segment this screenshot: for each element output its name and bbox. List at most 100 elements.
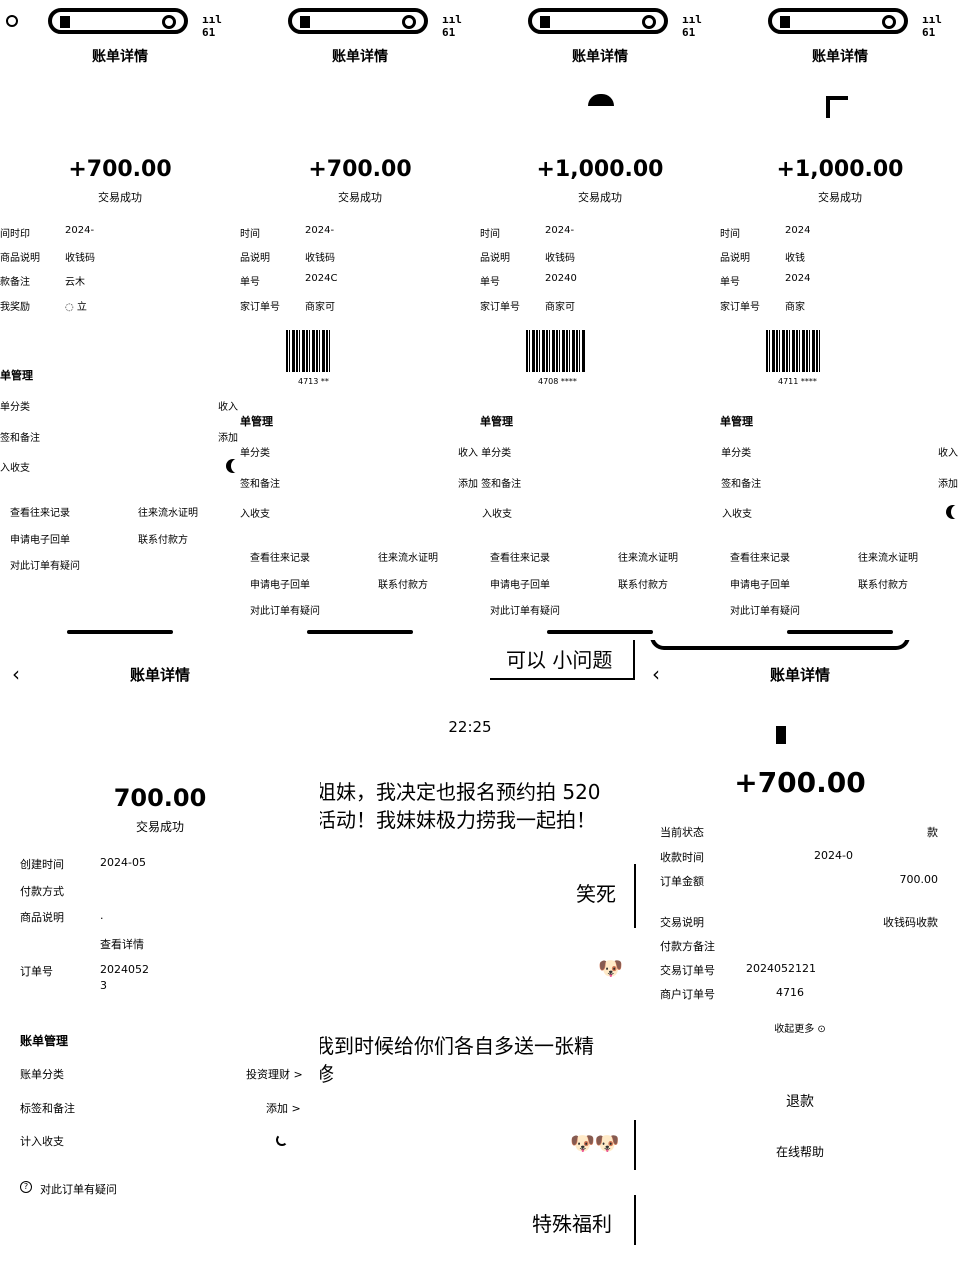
page-title: 账单详情 (92, 49, 148, 65)
online-help-link[interactable]: 在线帮助 (775, 1145, 824, 1159)
flow-proof-link[interactable]: 往来流水证明 (618, 553, 678, 564)
chat-message: 修 (320, 1062, 334, 1086)
sticker-emoji: 🐶 (598, 956, 623, 980)
barcode-number: 4708 **** (538, 377, 577, 386)
row-label: 款备注 (0, 277, 30, 288)
bill-category-item[interactable]: 收入 单分类 (480, 448, 512, 459)
row-label: 时间 (240, 229, 260, 240)
bill-category-value[interactable]: 投资理财 > (246, 1068, 303, 1081)
collapse-more-button[interactable]: 收起更多 ⊙ (774, 1024, 826, 1035)
bill-category-item[interactable]: 账单分类 (20, 1068, 64, 1081)
row-label: 家订单号 (480, 302, 520, 313)
tag-note-value[interactable]: 添加 > (266, 1102, 301, 1115)
home-indicator (67, 630, 173, 634)
amount: +1,000.00 (776, 157, 904, 182)
merchant-logo-icon (588, 94, 614, 106)
row-label: 创建时间 (20, 858, 64, 871)
toggle-icon[interactable] (226, 459, 240, 473)
order-question-link[interactable]: 对此订单有疑问 (490, 606, 560, 617)
row-value: 2024-05 (100, 856, 146, 869)
bill-category-item[interactable]: 单分类 (240, 448, 270, 459)
contact-payer-link[interactable]: 联系付款方 (858, 580, 908, 591)
view-history-link[interactable]: 查看往来记录 (490, 553, 550, 564)
view-history-link[interactable]: 查看往来记录 (10, 508, 70, 519)
chat-panel: 可以 小问题 22:25 姐妹，我决定也报名预约拍 520 活动！我妹妹极力捞我… (320, 640, 640, 1280)
view-detail-link[interactable]: 查看详情 (100, 938, 144, 951)
tag-note-item[interactable]: 签和备注 (0, 433, 40, 444)
toggle-icon[interactable] (946, 505, 960, 519)
category-value[interactable]: 收入 (938, 448, 958, 459)
status-bar: ııl 61 (480, 8, 720, 39)
status-text: 交易成功 (98, 191, 142, 204)
status-text: 交易成功 (578, 191, 622, 204)
recording-icon (6, 15, 18, 27)
row-value: 收钱 (785, 253, 805, 264)
row-value[interactable]: ◌ 立 (65, 302, 87, 313)
barcode (286, 330, 332, 372)
contact-payer-link[interactable]: 联系付款方 (138, 535, 188, 546)
tag-note-value[interactable]: 添加 (218, 433, 238, 444)
chat-bubble-edge (634, 1120, 636, 1170)
back-icon[interactable]: ‹ (652, 662, 660, 686)
bill-panel-3: ııl 61 账单详情 +1,000.00 交易成功 时间 2024- 品说明 … (480, 0, 720, 640)
row-value: 2024 (785, 225, 811, 236)
row-label: 品说明 (480, 253, 510, 264)
signal-battery: ııl 61 (442, 13, 462, 39)
flow-proof-link[interactable]: 往来流水证明 (378, 553, 438, 564)
amount: +700.00 (734, 766, 866, 799)
e-receipt-link[interactable]: 申请电子回单 (250, 580, 310, 591)
bill-category-item[interactable]: 收入 单分类 (720, 448, 752, 459)
dynamic-island (768, 8, 908, 34)
row-label: 商品说明 (0, 253, 40, 264)
tag-note-item[interactable]: 添加 签和备注 (480, 479, 522, 490)
loading-toggle-icon[interactable] (276, 1134, 288, 1146)
view-history-link[interactable]: 查看往来记录 (250, 553, 310, 564)
contact-payer-link[interactable]: 联系付款方 (378, 580, 428, 591)
page-title: 账单详情 (129, 666, 190, 684)
row-label: 当前状态 (660, 826, 704, 839)
include-income-item: 计入收支 (20, 1135, 64, 1148)
e-receipt-link[interactable]: 申请电子回单 (730, 580, 790, 591)
question-icon: ? (20, 1181, 32, 1193)
tag-note-item[interactable]: 添加 签和备注 (720, 479, 762, 490)
status-bar: ııl 61 (0, 8, 240, 39)
barcode-number: 4713 ** (298, 377, 329, 386)
order-question-link[interactable]: 对此订单有疑问 (10, 561, 80, 572)
row-label: 品说明 (240, 253, 270, 264)
chat-bubble-edge (634, 864, 636, 928)
tag-note-item[interactable]: 标签和备注 (20, 1102, 75, 1115)
back-icon[interactable]: ‹ (12, 662, 20, 686)
contact-payer-link[interactable]: 联系付款方 (618, 580, 668, 591)
tag-note-value[interactable]: 添加 (938, 479, 958, 490)
bill-category-item[interactable]: 单分类 (0, 402, 30, 413)
row-label: 交易说明 (660, 916, 704, 929)
signal-battery: ııl 61 (682, 13, 702, 39)
view-history-link[interactable]: 查看往来记录 (730, 553, 790, 564)
category-value[interactable]: 收入 (218, 402, 238, 413)
order-question-link[interactable]: 对此订单有疑问 (40, 1183, 117, 1196)
tag-note-item[interactable]: 签和备注 (240, 479, 280, 490)
row-value: 2024- (305, 225, 335, 236)
dynamic-island (288, 8, 428, 34)
tag-note-value[interactable]: 添加 (458, 479, 478, 490)
signal-battery: ııl 61 (202, 13, 222, 39)
order-question-link[interactable]: 对此订单有疑问 (730, 606, 800, 617)
flow-proof-link[interactable]: 往来流水证明 (858, 553, 918, 564)
chat-reply: 特殊福利 (532, 1212, 612, 1236)
page-title: 账单详情 (332, 49, 388, 65)
row-label: 品说明 (720, 253, 750, 264)
row-label: 单号 (240, 277, 260, 288)
row-label: 时间 (720, 229, 740, 240)
chat-bubble (490, 640, 635, 680)
flow-proof-link[interactable]: 往来流水证明 (138, 508, 198, 519)
category-value[interactable]: 收入 (458, 448, 478, 459)
e-receipt-link[interactable]: 申请电子回单 (10, 535, 70, 546)
chat-message: 我到时候给你们各自多送一张精 (320, 1034, 594, 1058)
home-indicator (787, 630, 893, 634)
row-value: 2024- (65, 225, 95, 236)
e-receipt-link[interactable]: 申请电子回单 (490, 580, 550, 591)
refund-button[interactable]: 退款 (786, 1094, 814, 1110)
order-question-link[interactable]: 对此订单有疑问 (250, 606, 320, 617)
bill-panel-bottom-left: ‹ 账单详情 700.00 交易成功 创建时间 2024-05 付款方式 商品说… (0, 640, 320, 1280)
row-label: 单号 (720, 277, 740, 288)
